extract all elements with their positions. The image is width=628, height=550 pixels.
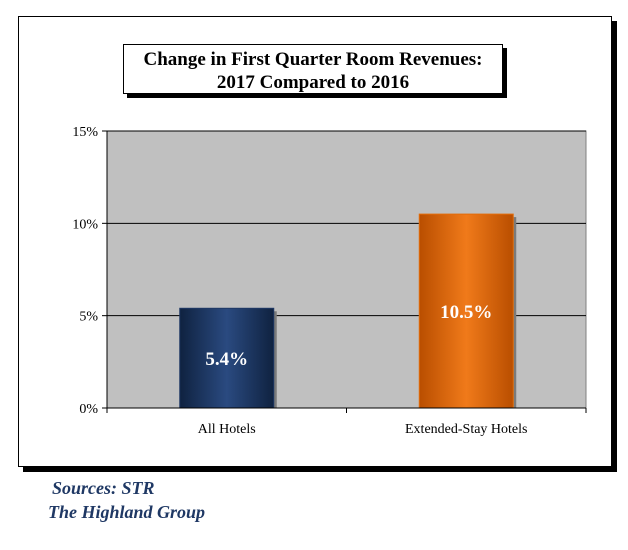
bar-0	[179, 307, 275, 409]
x-category-label: All Hotels	[198, 422, 256, 437]
sources-line-2: The Highland Group	[48, 502, 206, 522]
chart-title-line-1: Change in First Quarter Room Revenues:	[143, 49, 483, 70]
chart-title-line-2: 2017 Compared to 2016	[216, 72, 410, 93]
bar-1	[418, 213, 514, 409]
x-category-label: Extended-Stay Hotels	[405, 422, 527, 437]
bar-chart: 5.4% 10.5% 0% 5% 10% 15% All Hotels Extended-S…	[72, 125, 587, 437]
chart-frame: 5.4% 10.5% 0% 5% 10% 15% All Hotels Extended-S…	[18, 16, 612, 467]
chart-title: Change in First Quarter Room Revenues: 2…	[123, 44, 503, 94]
bar-value-label: 10.5%	[440, 302, 492, 323]
y-tick-label: 0%	[79, 402, 98, 417]
y-tick-label: 5%	[79, 310, 98, 325]
y-tick-label: 10%	[72, 217, 98, 232]
sources-line-1: Sources: STR	[52, 478, 155, 498]
y-tick-label: 15%	[72, 125, 98, 140]
bar-value-label: 5.4%	[205, 349, 248, 370]
